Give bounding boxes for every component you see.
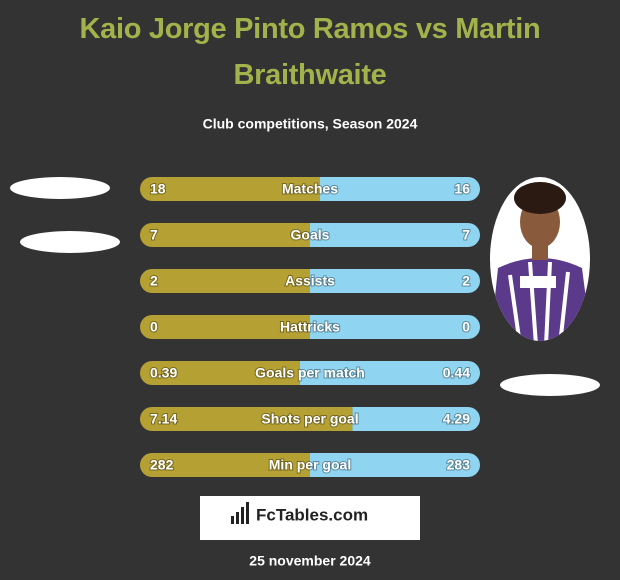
- stat-row: [140, 453, 480, 477]
- subtitle: Club competitions, Season 2024: [203, 116, 418, 132]
- right-bar: [299, 361, 480, 385]
- stat-row: [140, 269, 480, 293]
- left-value: 0: [150, 319, 158, 335]
- placeholder-badge: [10, 177, 110, 199]
- right-value: 0.44: [443, 365, 470, 381]
- right-value: 16: [454, 181, 470, 197]
- left-value: 7.14: [150, 411, 177, 427]
- right-bar: [310, 315, 480, 339]
- right-bar: [309, 453, 480, 477]
- left-bar: [140, 453, 310, 477]
- stat-row: [140, 177, 480, 201]
- stat-label: Matches: [282, 181, 338, 197]
- left-bar: [140, 361, 300, 385]
- stat-label: Shots per goal: [261, 411, 358, 427]
- right-value: 0: [462, 319, 470, 335]
- left-value: 2: [150, 273, 158, 289]
- left-bar: [140, 223, 310, 247]
- right-value: 283: [447, 457, 471, 473]
- stat-label: Assists: [285, 273, 335, 289]
- left-bar: [140, 315, 310, 339]
- logo-text: FcTables.com: [256, 505, 368, 524]
- left-value: 282: [150, 457, 174, 473]
- stat-row: [140, 361, 480, 385]
- stat-label: Goals: [291, 227, 330, 243]
- left-value: 18: [150, 181, 166, 197]
- right-bar: [320, 177, 480, 201]
- right-value: 7: [462, 227, 470, 243]
- stat-label: Goals per match: [255, 365, 365, 381]
- right-value: 2: [462, 273, 470, 289]
- left-value: 0.39: [150, 365, 177, 381]
- left-bar: [140, 407, 353, 431]
- left-bar: [140, 177, 320, 201]
- stat-label: Min per goal: [269, 457, 351, 473]
- date: 25 november 2024: [249, 553, 371, 569]
- stat-row: [140, 407, 480, 431]
- left-value: 7: [150, 227, 158, 243]
- logo-icon: [231, 502, 249, 524]
- player-photo: [490, 177, 590, 341]
- right-bar: [352, 407, 480, 431]
- stat-row: [140, 315, 480, 339]
- title: Kaio Jorge Pinto Ramos vs Martin Braithw…: [79, 13, 541, 91]
- left-bar: [140, 269, 310, 293]
- stat-row: [140, 223, 480, 247]
- stat-label: Hattricks: [280, 319, 340, 335]
- right-bar: [310, 223, 480, 247]
- placeholder-badge: [500, 374, 600, 396]
- placeholder-badge: [20, 231, 120, 253]
- right-value: 4.29: [443, 411, 470, 427]
- right-bar: [310, 269, 480, 293]
